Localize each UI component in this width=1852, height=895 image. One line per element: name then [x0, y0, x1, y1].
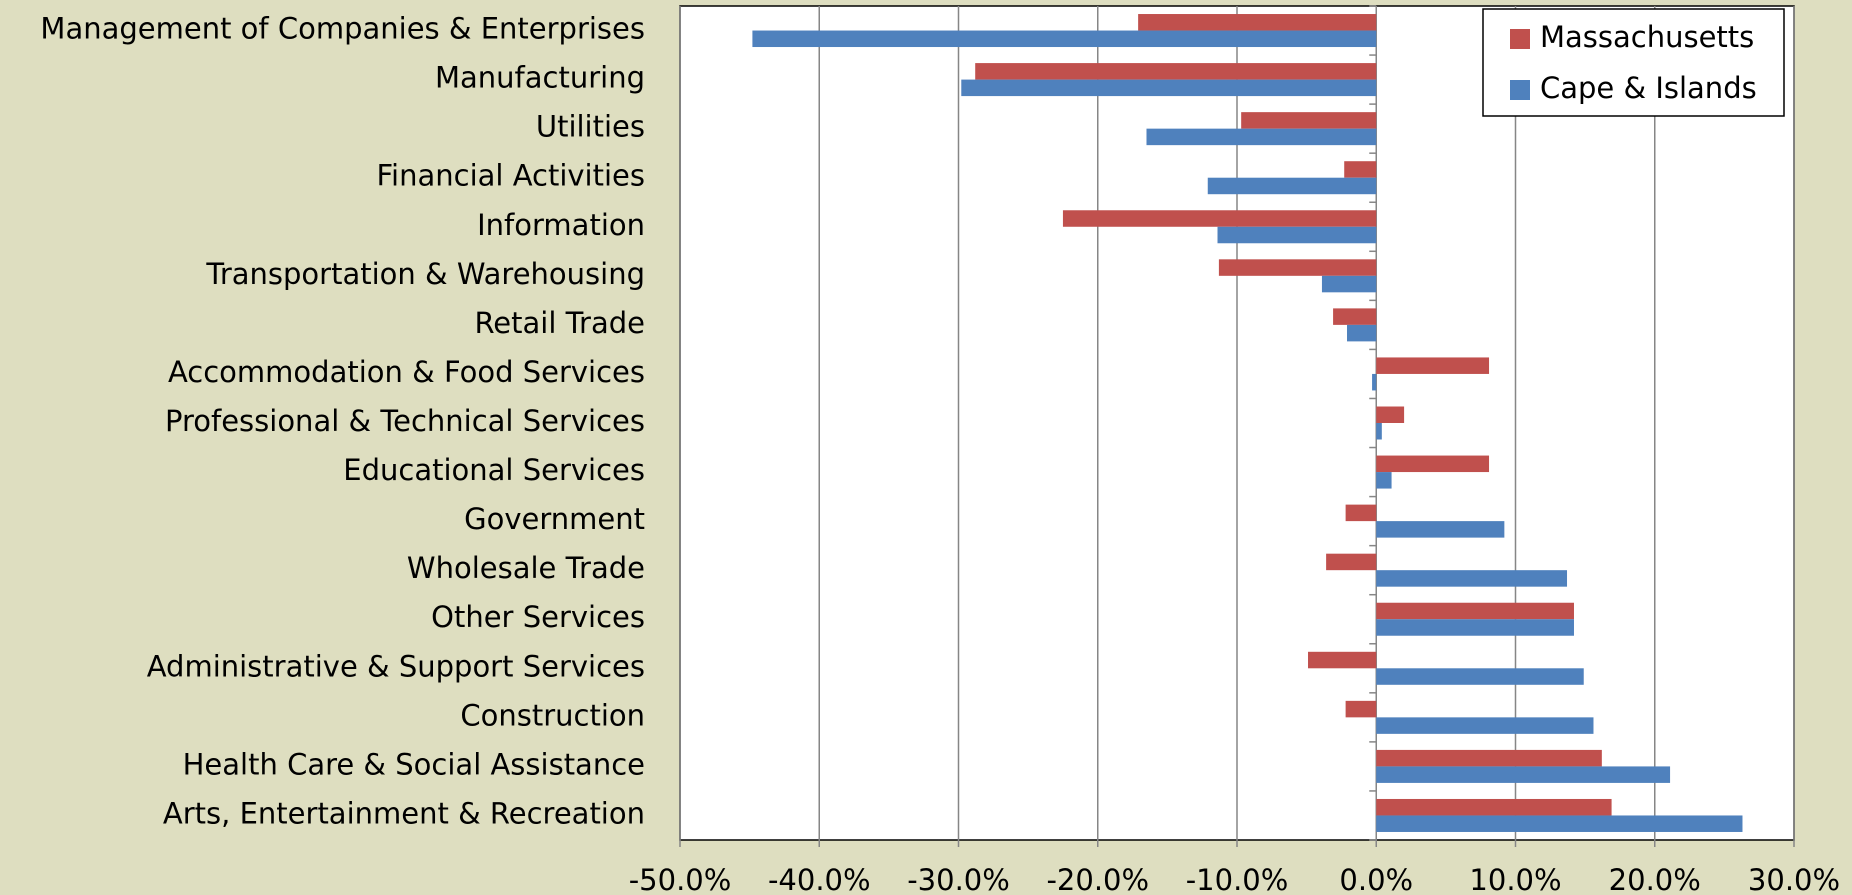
x-tick-label: -50.0% [629, 863, 732, 895]
y-tick-label: Accommodation & Food Services [168, 355, 645, 389]
y-tick-label: Manufacturing [435, 61, 645, 95]
legend-swatch [1510, 80, 1530, 100]
y-tick-label: Arts, Entertainment & Recreation [163, 796, 645, 830]
legend-box [1482, 8, 1785, 117]
y-tick-label: Government [464, 502, 645, 536]
bar [1376, 472, 1392, 489]
x-tick-label: 0.0% [1339, 863, 1413, 895]
bar [1376, 766, 1671, 783]
bar [1376, 521, 1505, 538]
bar [1062, 210, 1377, 227]
y-tick-label: Management of Companies & Enterprises [40, 12, 645, 46]
y-tick-label: Administrative & Support Services [147, 649, 645, 683]
bar [1376, 717, 1594, 734]
bar [1217, 226, 1377, 244]
x-tick-label: 10.0% [1469, 863, 1561, 895]
bar [1326, 553, 1377, 571]
y-tick-label: Professional & Technical Services [165, 404, 645, 438]
bar [1376, 406, 1405, 423]
bar [1372, 373, 1377, 391]
bar [1146, 128, 1377, 146]
bar [1347, 324, 1377, 342]
x-tick-label: -20.0% [1046, 863, 1149, 895]
x-tick-label: -30.0% [907, 863, 1010, 895]
bar [961, 79, 1377, 97]
bar [1376, 749, 1602, 767]
bar [1218, 259, 1377, 276]
legend-label: Massachusetts [1540, 20, 1754, 54]
y-tick-label: Other Services [431, 600, 645, 634]
bar [1376, 570, 1568, 587]
bar [1376, 815, 1743, 832]
y-tick-label: Retail Trade [474, 306, 645, 340]
x-tick-label: 30.0% [1748, 863, 1840, 895]
bar [1376, 423, 1382, 440]
bar [1376, 668, 1584, 685]
x-tick-label: -40.0% [768, 863, 871, 895]
bar [752, 30, 1377, 48]
y-tick-label: Transportation & Warehousing [205, 257, 645, 291]
bar [1345, 504, 1377, 522]
y-tick-label: Financial Activities [376, 159, 645, 193]
bar [1376, 619, 1574, 636]
y-tick-label: Wholesale Trade [407, 551, 645, 585]
x-tick-label: 20.0% [1609, 863, 1701, 895]
bar [1138, 14, 1377, 31]
bar [1207, 177, 1377, 195]
bar [1376, 357, 1490, 374]
bar [1376, 602, 1574, 620]
legend-label: Cape & Islands [1540, 71, 1757, 105]
y-tick-label: Educational Services [343, 453, 645, 487]
legend-swatch [1510, 29, 1530, 49]
bar [1321, 275, 1377, 293]
bar [1308, 651, 1377, 669]
bar [1344, 161, 1377, 178]
x-tick-label: -10.0% [1186, 863, 1289, 895]
y-tick-label: Utilities [536, 110, 645, 144]
bar [1241, 112, 1377, 129]
bar [1345, 700, 1377, 718]
y-tick-label: Construction [460, 698, 645, 732]
y-tick-label: Health Care & Social Assistance [183, 747, 645, 781]
bar [975, 63, 1377, 80]
bar [1333, 308, 1377, 325]
bar [1376, 455, 1490, 473]
bar [1376, 798, 1612, 816]
y-tick-label: Information [477, 208, 645, 242]
